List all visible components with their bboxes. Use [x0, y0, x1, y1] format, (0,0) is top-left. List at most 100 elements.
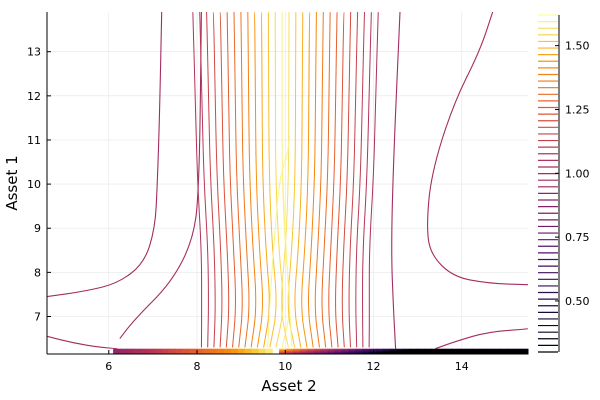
band-cell: [438, 351, 446, 353]
band-cell: [175, 348, 183, 350]
band-cell: [403, 350, 411, 352]
band-cell: [389, 350, 398, 352]
band-cell: [292, 348, 301, 350]
band-cell: [127, 348, 135, 350]
band-cell: [175, 352, 183, 354]
contour-line: [226, 12, 236, 348]
contour-line: [427, 12, 528, 286]
band-cell: [251, 352, 259, 354]
x-tick-label: 10: [278, 360, 292, 373]
band-cell: [313, 351, 322, 353]
band-cell: [493, 349, 501, 351]
y-tick-label: 11: [27, 134, 41, 147]
band-cell: [507, 349, 515, 351]
band-cell: [209, 352, 218, 354]
band-cell: [286, 349, 294, 351]
band-cell: [451, 350, 460, 352]
band-cell: [306, 351, 315, 353]
band-cell: [424, 348, 432, 350]
band-cell: [175, 350, 183, 352]
band-cell: [500, 351, 508, 353]
band-cell: [403, 351, 411, 353]
band-cell: [500, 348, 508, 350]
band-cell: [424, 352, 432, 354]
band-cell: [424, 350, 432, 352]
band-cell: [189, 352, 197, 354]
band-cell: [161, 348, 170, 350]
band-cell: [147, 350, 156, 352]
contour-line: [199, 12, 209, 348]
band-cell: [279, 350, 287, 352]
band-cell: [458, 352, 467, 354]
band-cell: [265, 352, 273, 354]
band-cell: [258, 350, 266, 352]
band-cell: [486, 352, 494, 354]
contour-line: [219, 12, 230, 348]
band-cell: [313, 349, 322, 351]
band-cell: [154, 350, 163, 352]
band-cell: [299, 351, 308, 353]
band-cell: [362, 350, 370, 352]
band-cell: [133, 350, 142, 352]
band-cell: [265, 348, 273, 350]
band-cell: [320, 351, 329, 353]
band-cell: [507, 352, 515, 354]
band-cell: [258, 351, 266, 353]
band-cell: [209, 350, 218, 352]
band-cell: [120, 348, 128, 350]
contour-line: [47, 335, 119, 350]
band-cell: [140, 351, 149, 353]
band-cell: [265, 350, 273, 352]
contour-line: [391, 12, 401, 349]
band-cell: [237, 348, 246, 350]
band-cell: [209, 349, 218, 351]
band-cell: [306, 352, 315, 354]
band-cell: [521, 348, 529, 350]
band-cell: [203, 351, 211, 353]
band-cell: [258, 348, 266, 350]
x-tick-label: 14: [455, 360, 469, 373]
band-cell: [161, 350, 170, 352]
band-cell: [182, 348, 190, 350]
band-cell: [168, 352, 176, 354]
band-cell: [458, 348, 467, 350]
band-cell: [334, 350, 342, 352]
band-cell: [417, 351, 425, 353]
band-cell: [189, 351, 197, 353]
band-cell: [258, 350, 266, 352]
band-cell: [375, 348, 384, 350]
band-cell: [265, 350, 273, 352]
band-cell: [493, 352, 501, 354]
band-cell: [244, 351, 252, 353]
band-cell: [251, 350, 259, 352]
band-cell: [403, 348, 411, 350]
band-cell: [230, 350, 239, 352]
band-cell: [368, 352, 377, 354]
band-cell: [154, 348, 163, 350]
band-cell: [355, 350, 363, 352]
x-tick-label: 6: [105, 360, 112, 373]
band-cell: [507, 351, 515, 353]
band-cell: [189, 349, 197, 351]
band-cell: [161, 352, 170, 354]
band-cell: [410, 350, 418, 352]
contour-line: [233, 12, 243, 348]
contour-line: [247, 12, 257, 348]
band-cell: [368, 348, 377, 350]
band-cell: [237, 352, 246, 354]
band-cell: [244, 348, 252, 350]
band-cell: [445, 352, 453, 354]
band-cell: [479, 349, 488, 351]
band-cell: [465, 350, 474, 352]
band-cell: [389, 348, 398, 350]
band-cell: [479, 352, 488, 354]
band-cell: [196, 351, 204, 353]
band-cell: [410, 348, 418, 350]
contour-line: [119, 12, 202, 339]
band-cell: [382, 351, 391, 353]
band-cell: [286, 348, 294, 350]
band-cell: [334, 352, 342, 354]
band-cell: [286, 350, 294, 352]
band-cell: [223, 350, 232, 352]
band-cell: [479, 350, 488, 352]
